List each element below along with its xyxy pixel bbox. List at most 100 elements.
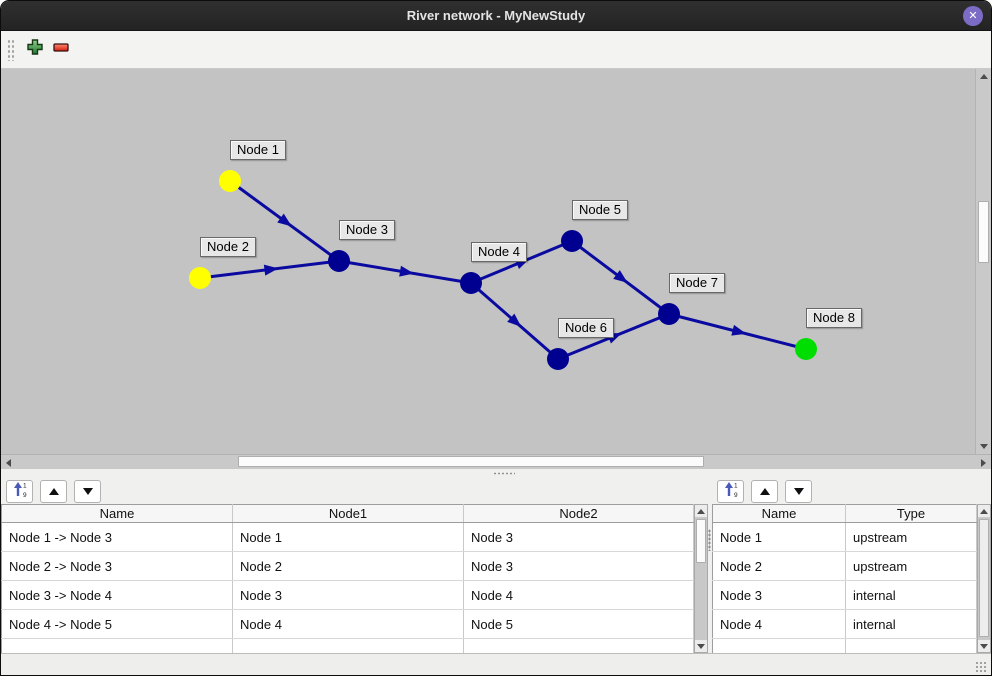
flow-arrow-icon xyxy=(731,324,747,336)
node-label-node-3[interactable]: Node 3 xyxy=(339,220,395,240)
column-header[interactable]: Name xyxy=(1,504,233,523)
move-node-up-button[interactable] xyxy=(751,480,778,503)
cell-node2[interactable]: Node 4 xyxy=(463,580,694,610)
table-row[interactable]: Node 3 internal xyxy=(712,580,977,610)
canvas-vertical-scrollbar[interactable] xyxy=(975,69,991,454)
node-label-node-8[interactable]: Node 8 xyxy=(806,308,862,328)
column-header[interactable]: Node1 xyxy=(232,504,464,523)
cell-node1[interactable]: Node 3 xyxy=(232,580,464,610)
node-label-node-6[interactable]: Node 6 xyxy=(558,318,614,338)
title-bar[interactable]: River network - MyNewStudy ✕ xyxy=(1,1,991,31)
table-row-empty[interactable] xyxy=(712,638,977,653)
table-row[interactable]: Node 1 -> Node 3 Node 1 Node 3 xyxy=(1,522,694,552)
remove-node-button[interactable] xyxy=(48,37,74,63)
column-header[interactable]: Node2 xyxy=(463,504,694,523)
scroll-down-button[interactable] xyxy=(695,640,707,652)
scroll-down-button[interactable] xyxy=(978,640,990,652)
cell-name[interactable]: Node 3 -> Node 4 xyxy=(1,580,233,610)
branches-vertical-scrollbar[interactable] xyxy=(694,504,708,653)
scroll-left-button[interactable] xyxy=(2,456,15,469)
horizontal-scroll-thumb[interactable] xyxy=(238,456,704,467)
table-row[interactable]: Node 4 -> Node 5 Node 4 Node 5 xyxy=(1,609,694,639)
cell-node2[interactable]: Node 3 xyxy=(463,522,694,552)
node-label-node-5[interactable]: Node 5 xyxy=(572,200,628,220)
branches-pane: 1 9 Name Node1 Node2 xyxy=(1,477,708,653)
column-header[interactable]: Type xyxy=(845,504,977,523)
cell-name[interactable]: Node 1 xyxy=(712,522,846,552)
scroll-up-button[interactable] xyxy=(978,505,990,517)
node-node-2[interactable] xyxy=(189,267,211,289)
vertical-scroll-thumb[interactable] xyxy=(979,519,989,637)
branches-header-row: Name Node1 Node2 xyxy=(1,504,694,523)
cell-node1[interactable]: Node 2 xyxy=(232,551,464,581)
move-branch-up-button[interactable] xyxy=(40,480,67,503)
svg-text:9: 9 xyxy=(734,492,738,498)
horizontal-splitter[interactable] xyxy=(1,469,991,477)
triangle-down-icon xyxy=(793,488,804,495)
sort-nodes-button[interactable]: 1 9 xyxy=(717,480,744,503)
cell-node1[interactable]: Node 4 xyxy=(232,609,464,639)
table-row-empty[interactable] xyxy=(1,638,694,653)
move-node-down-button[interactable] xyxy=(785,480,812,503)
node-label-node-4[interactable]: Node 4 xyxy=(471,242,527,262)
node-label-node-7[interactable]: Node 7 xyxy=(669,273,725,293)
cell-type[interactable]: internal xyxy=(845,609,977,639)
cell-type[interactable]: upstream xyxy=(845,522,977,552)
nodes-table[interactable]: Name Type Node 1 upstream Node 2 upstrea… xyxy=(712,504,977,653)
node-node-4[interactable] xyxy=(460,272,482,294)
cell-type[interactable]: internal xyxy=(845,580,977,610)
resize-grip-icon[interactable] xyxy=(975,661,987,673)
canvas-horizontal-scrollbar[interactable] xyxy=(1,454,991,469)
vertical-splitter[interactable] xyxy=(708,477,712,653)
triangle-up-icon xyxy=(980,508,988,514)
scroll-down-button[interactable] xyxy=(977,440,990,453)
scroll-right-button[interactable] xyxy=(977,456,990,469)
splitter-grip-icon xyxy=(493,472,515,475)
sort-ascending-icon: 1 9 xyxy=(723,481,739,503)
cell-node1[interactable]: Node 1 xyxy=(232,522,464,552)
triangle-down-icon xyxy=(697,643,705,649)
cell-name[interactable]: Node 2 -> Node 3 xyxy=(1,551,233,581)
node-node-5[interactable] xyxy=(561,230,583,252)
scroll-up-button[interactable] xyxy=(695,505,707,517)
triangle-up-icon xyxy=(979,74,988,79)
node-node-3[interactable] xyxy=(328,250,350,272)
node-label-node-2[interactable]: Node 2 xyxy=(200,237,256,257)
cell-name[interactable]: Node 4 xyxy=(712,609,846,639)
move-branch-down-button[interactable] xyxy=(74,480,101,503)
vertical-scroll-thumb[interactable] xyxy=(978,201,989,263)
toolbar-drag-handle[interactable] xyxy=(7,38,14,61)
triangle-up-icon xyxy=(48,488,59,495)
remove-icon xyxy=(52,41,70,59)
node-node-7[interactable] xyxy=(658,303,680,325)
node-node-1[interactable] xyxy=(219,170,241,192)
cell-node2[interactable]: Node 5 xyxy=(463,609,694,639)
table-row[interactable]: Node 4 internal xyxy=(712,609,977,639)
nodes-vertical-scrollbar[interactable] xyxy=(977,504,991,653)
node-node-6[interactable] xyxy=(547,348,569,370)
close-icon: ✕ xyxy=(968,10,978,22)
table-row[interactable]: Node 1 upstream xyxy=(712,522,977,552)
cell-node2[interactable]: Node 3 xyxy=(463,551,694,581)
table-row[interactable]: Node 2 -> Node 3 Node 2 Node 3 xyxy=(1,551,694,581)
cell-name[interactable]: Node 1 -> Node 3 xyxy=(1,522,233,552)
table-row[interactable]: Node 2 upstream xyxy=(712,551,977,581)
add-node-button[interactable] xyxy=(22,37,48,63)
node-node-8[interactable] xyxy=(795,338,817,360)
svg-text:1: 1 xyxy=(23,482,27,489)
scroll-up-button[interactable] xyxy=(977,70,990,83)
cell-name[interactable]: Node 2 xyxy=(712,551,846,581)
column-header[interactable]: Name xyxy=(712,504,846,523)
node-label-node-1[interactable]: Node 1 xyxy=(230,140,286,160)
close-button[interactable]: ✕ xyxy=(963,6,983,26)
branches-table[interactable]: Name Node1 Node2 Node 1 -> Node 3 Node 1… xyxy=(1,504,694,653)
flow-arrow-icon xyxy=(399,265,414,277)
table-row[interactable]: Node 3 -> Node 4 Node 3 Node 4 xyxy=(1,580,694,610)
vertical-scroll-thumb[interactable] xyxy=(696,519,706,563)
sort-branches-button[interactable]: 1 9 xyxy=(6,480,33,503)
river-network-canvas[interactable]: Node 1 Node 2 Node 3 Node 4 Node 5 Node 6 Node… xyxy=(1,69,991,454)
cell-name[interactable]: Node 3 xyxy=(712,580,846,610)
cell-type[interactable]: upstream xyxy=(845,551,977,581)
cell-name[interactable]: Node 4 -> Node 5 xyxy=(1,609,233,639)
